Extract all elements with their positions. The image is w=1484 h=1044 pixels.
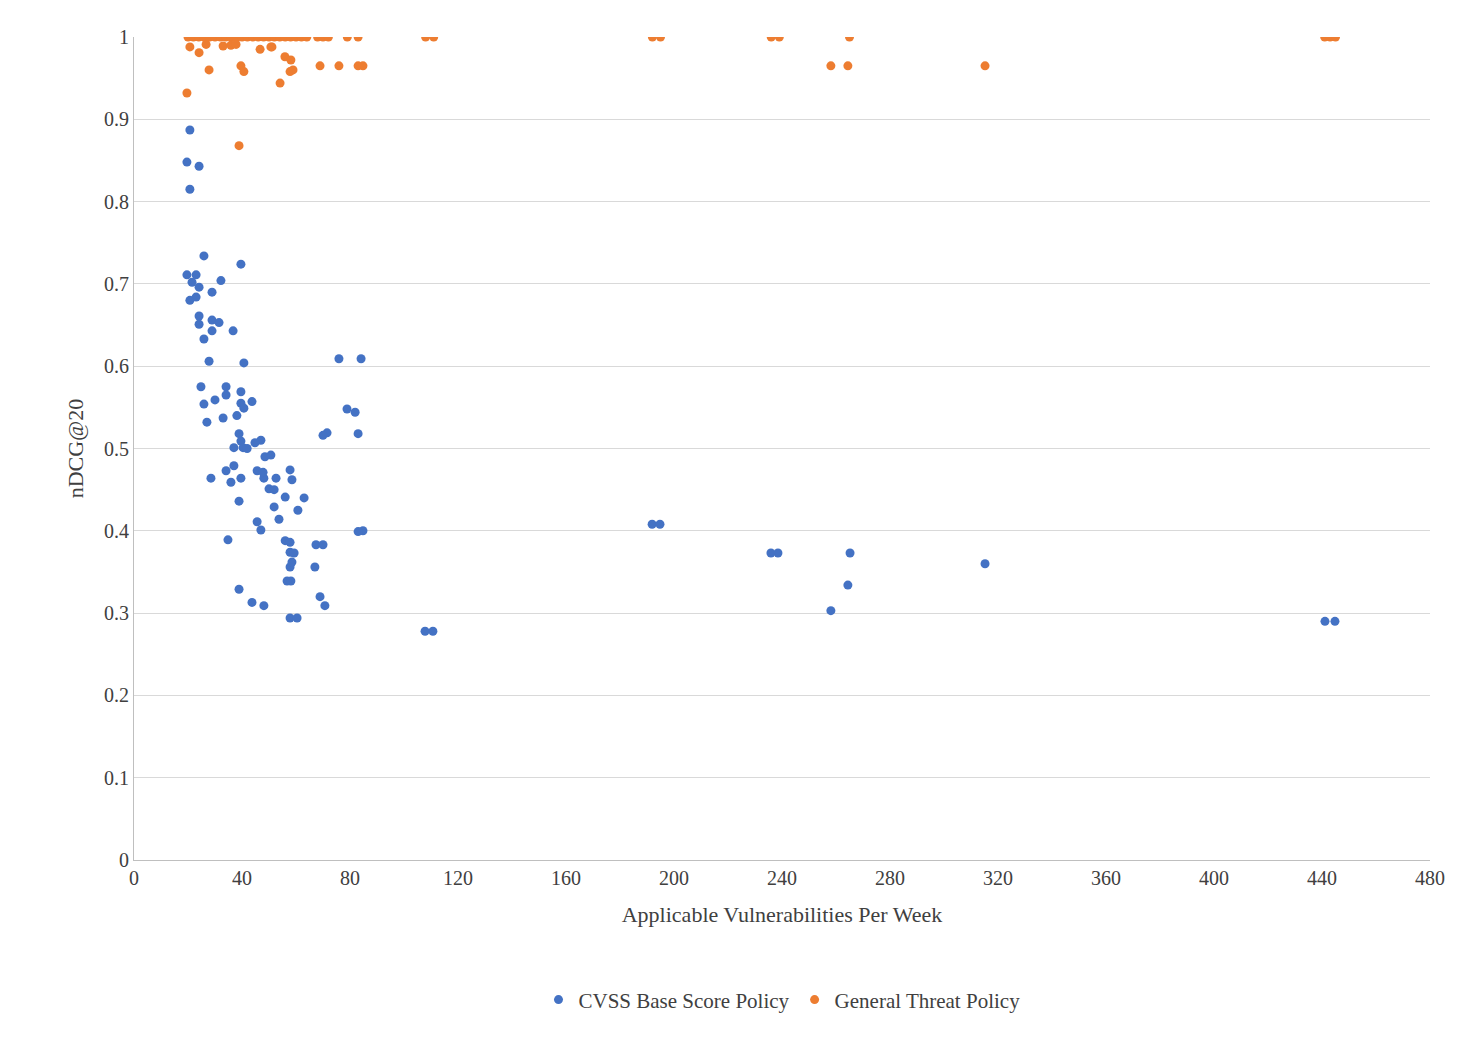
svg-text:40: 40 — [232, 867, 252, 889]
svg-text:1: 1 — [119, 26, 129, 48]
svg-text:0.8: 0.8 — [104, 191, 129, 213]
svg-text:General Threat Policy: General Threat Policy — [835, 989, 1021, 1013]
svg-text:280: 280 — [875, 867, 905, 889]
svg-text:0.7: 0.7 — [104, 273, 129, 295]
svg-text:80: 80 — [340, 867, 360, 889]
svg-text:0.2: 0.2 — [104, 684, 129, 706]
svg-text:400: 400 — [1199, 867, 1229, 889]
svg-text:nDCG@20: nDCG@20 — [63, 399, 88, 499]
svg-text:0.9: 0.9 — [104, 108, 129, 130]
svg-text:Applicable Vulnerabilities Per: Applicable Vulnerabilities Per Week — [622, 902, 943, 927]
svg-text:240: 240 — [767, 867, 797, 889]
svg-text:0.1: 0.1 — [104, 767, 129, 789]
svg-text:0: 0 — [119, 849, 129, 871]
svg-text:440: 440 — [1307, 867, 1337, 889]
svg-text:480: 480 — [1415, 867, 1445, 889]
svg-text:0.6: 0.6 — [104, 355, 129, 377]
svg-text:200: 200 — [659, 867, 689, 889]
svg-text:120: 120 — [443, 867, 473, 889]
svg-text:320: 320 — [983, 867, 1013, 889]
svg-text:0.4: 0.4 — [104, 520, 129, 542]
svg-text:160: 160 — [551, 867, 581, 889]
svg-text:0.5: 0.5 — [104, 438, 129, 460]
svg-text:360: 360 — [1091, 867, 1121, 889]
svg-text:0: 0 — [129, 867, 139, 889]
svg-text:CVSS Base Score Policy: CVSS Base Score Policy — [579, 989, 790, 1013]
svg-text:0.3: 0.3 — [104, 602, 129, 624]
